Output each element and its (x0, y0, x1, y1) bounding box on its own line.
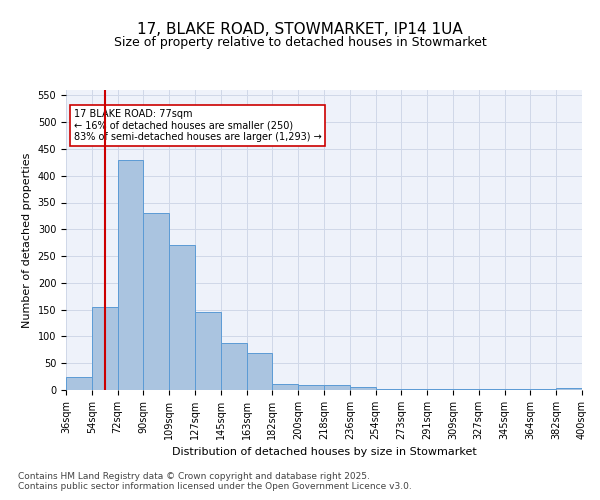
Text: Contains HM Land Registry data © Crown copyright and database right 2025.: Contains HM Land Registry data © Crown c… (18, 472, 370, 481)
Bar (247, 352, 272, 390)
Bar (427, 389, 453, 390)
Bar (376, 389, 401, 390)
Bar (556, 388, 582, 390)
Bar (272, 384, 298, 390)
Bar (298, 385, 324, 390)
Bar (324, 385, 350, 390)
Bar (143, 213, 169, 390)
Bar (169, 246, 195, 390)
Bar (66, 376, 92, 390)
Text: Size of property relative to detached houses in Stowmarket: Size of property relative to detached ho… (113, 36, 487, 49)
Text: Contains public sector information licensed under the Open Government Licence v3: Contains public sector information licen… (18, 482, 412, 491)
Bar (221, 343, 247, 390)
X-axis label: Distribution of detached houses by size in Stowmarket: Distribution of detached houses by size … (172, 448, 476, 458)
Text: 17 BLAKE ROAD: 77sqm
← 16% of detached houses are smaller (250)
83% of semi-deta: 17 BLAKE ROAD: 77sqm ← 16% of detached h… (74, 109, 322, 142)
Y-axis label: Number of detached properties: Number of detached properties (22, 152, 32, 328)
Bar (401, 389, 427, 390)
Text: 17, BLAKE ROAD, STOWMARKET, IP14 1UA: 17, BLAKE ROAD, STOWMARKET, IP14 1UA (137, 22, 463, 38)
Bar (195, 312, 221, 390)
Bar (92, 307, 118, 390)
Bar (350, 388, 376, 390)
Bar (118, 160, 143, 390)
